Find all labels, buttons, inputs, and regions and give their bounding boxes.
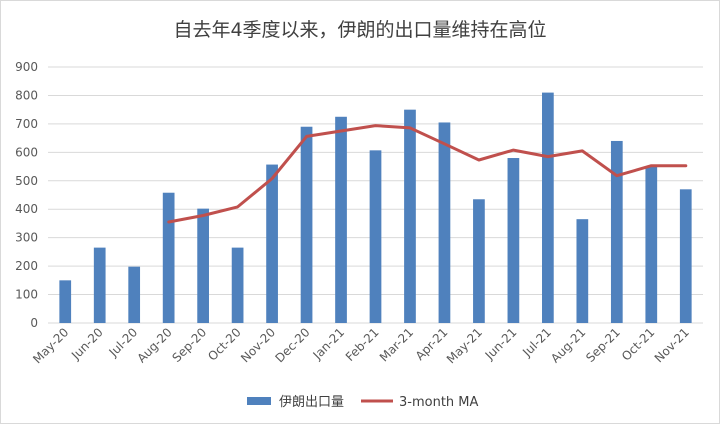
x-tick-label: Aug-20: [134, 325, 174, 365]
bar: [576, 219, 589, 323]
bar: [542, 92, 554, 323]
x-tick-label: Mar-21: [377, 325, 416, 364]
bar: [266, 164, 278, 323]
bar: [679, 189, 692, 323]
y-tick-label: 600: [15, 145, 38, 159]
x-tick-label: Nov-21: [652, 325, 692, 365]
bar: [59, 280, 72, 323]
legend-swatch-bars: [247, 397, 271, 405]
x-tick-label: Feb-21: [343, 325, 382, 364]
y-tick-label: 800: [15, 88, 38, 102]
bar: [438, 122, 451, 323]
x-tick-label: Oct-21: [619, 325, 657, 363]
y-tick-label: 200: [15, 259, 38, 273]
bar: [369, 150, 382, 323]
bar: [473, 199, 485, 323]
y-tick-label: 100: [15, 288, 38, 302]
bar: [335, 116, 347, 324]
bar: [610, 140, 623, 323]
bar: [300, 126, 313, 323]
bar: [404, 109, 416, 324]
x-tick-label: Jan-21: [310, 325, 348, 363]
bar: [93, 247, 106, 323]
bar: [645, 166, 658, 323]
bar: [197, 208, 209, 323]
x-tick-label: Oct-20: [205, 325, 243, 363]
x-tick-label: Sep-20: [170, 325, 210, 365]
x-tick-label: Nov-20: [238, 325, 278, 365]
x-tick-label: May-21: [444, 325, 485, 366]
legend-label-ma: 3-month MA: [399, 395, 479, 410]
x-tick-label: May-20: [30, 325, 71, 366]
x-tick-label: Aug-21: [548, 325, 588, 365]
bar: [128, 266, 141, 323]
ma-line: [167, 124, 688, 224]
y-tick-label: 400: [15, 202, 38, 216]
bar: [507, 158, 520, 323]
chart-title: 自去年4季度以来，伊朗的出口量维持在高位: [173, 19, 547, 41]
x-tick-label: Jun-21: [482, 325, 520, 363]
y-tick-label: 900: [15, 60, 38, 74]
y-tick-label: 700: [15, 117, 38, 131]
y-tick-label: 0: [30, 316, 38, 330]
x-tick-label: Jun-20: [68, 325, 106, 363]
y-tick-label: 300: [15, 231, 38, 245]
bar: [231, 247, 244, 323]
x-tick-label: Sep-21: [583, 325, 623, 365]
legend-label-bars: 伊朗出口量: [279, 395, 344, 410]
bar: [162, 192, 175, 323]
y-tick-label: 500: [15, 174, 38, 188]
x-tick-label: Dec-20: [272, 325, 312, 365]
